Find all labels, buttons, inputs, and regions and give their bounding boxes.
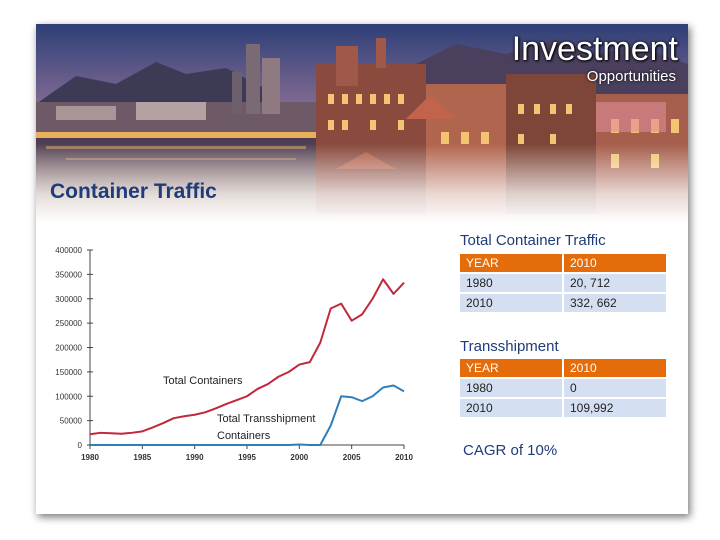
x-tick-label: 1995 — [238, 453, 256, 462]
slide: Investment Opportunities Container Traff… — [36, 24, 688, 514]
cagr-note: CAGR of 10% — [463, 442, 558, 459]
table-row: 2010 332, 662 — [460, 294, 666, 312]
table-row: 1980 20, 712 — [460, 274, 666, 292]
page-subtitle: Opportunities — [586, 68, 676, 85]
y-tick-label: 50000 — [60, 417, 83, 426]
y-tick-label: 300000 — [55, 295, 82, 304]
x-tick-label: 1990 — [186, 453, 204, 462]
x-tick-label: 2000 — [290, 453, 308, 462]
table-cell: 332, 662 — [564, 294, 666, 312]
total-traffic-table: YEAR 2010 1980 20, 712 2010 332, 662 — [458, 252, 668, 314]
table-cell: 20, 712 — [564, 274, 666, 292]
total-traffic-heading: Total Container Traffic — [460, 232, 606, 249]
y-tick-label: 150000 — [55, 368, 82, 377]
table-cell: 1980 — [460, 379, 562, 397]
x-tick-label: 1985 — [133, 453, 151, 462]
series-line-transshipment — [90, 384, 405, 446]
series-line-total-containers — [89, 278, 405, 436]
table-row: 1980 0 — [460, 379, 666, 397]
table-header-row: YEAR 2010 — [460, 254, 666, 272]
table-cell: 1980 — [460, 274, 562, 292]
x-tick-label: 2010 — [395, 453, 413, 462]
container-traffic-chart: 0 50000 100000 150000 200000 250000 300000 3500… — [55, 246, 413, 462]
y-tick-label: 250000 — [55, 319, 82, 328]
banner-fade — [36, 24, 688, 224]
page-title: Investment — [511, 30, 678, 68]
column-header: YEAR — [460, 254, 562, 272]
y-tick-label: 100000 — [55, 392, 82, 401]
annotation-transshipment-line: Containers — [217, 430, 271, 442]
y-tick-label: 350000 — [55, 270, 82, 279]
x-tick-label: 2005 — [343, 453, 361, 462]
table-cell: 2010 — [460, 399, 562, 417]
table-header-row: YEAR 2010 — [460, 359, 666, 377]
y-tick-label: 400000 — [55, 246, 82, 255]
column-header: 2010 — [564, 254, 666, 272]
transshipment-table: YEAR 2010 1980 0 2010 109,992 — [458, 357, 668, 419]
y-tick-label: 200000 — [55, 344, 82, 353]
table-row: 2010 109,992 — [460, 399, 666, 417]
table-cell: 0 — [564, 379, 666, 397]
column-header: 2010 — [564, 359, 666, 377]
table-cell: 2010 — [460, 294, 562, 312]
transshipment-heading: Transshipment — [460, 338, 559, 355]
table-cell: 109,992 — [564, 399, 666, 417]
x-tick-label: 1980 — [81, 453, 99, 462]
column-header: YEAR — [460, 359, 562, 377]
harbor-banner-image: Investment Opportunities — [36, 24, 688, 224]
section-heading: Container Traffic — [50, 180, 217, 203]
annotation-transshipment-line: Total Transshipment — [217, 413, 315, 425]
y-tick-label: 0 — [78, 441, 83, 450]
annotation-total-containers: Total Containers — [163, 375, 243, 387]
